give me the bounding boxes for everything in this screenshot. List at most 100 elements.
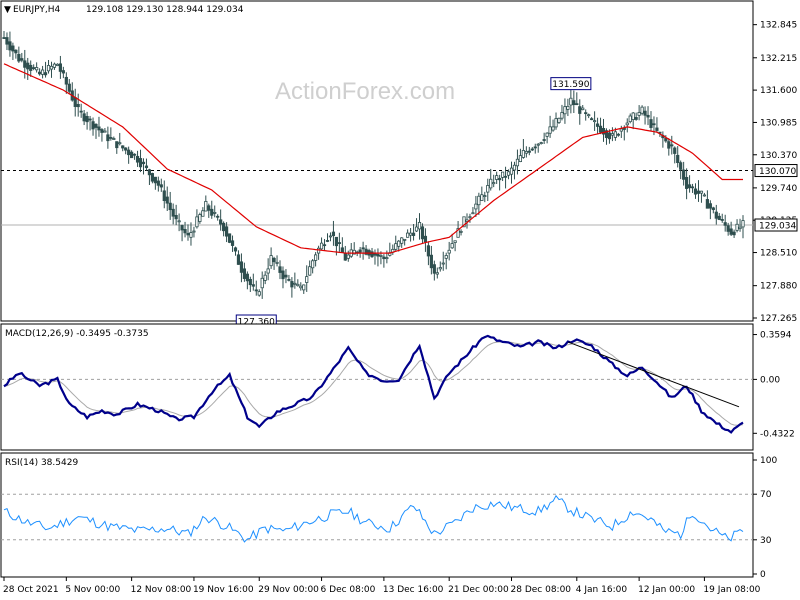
- candle: [524, 146, 528, 158]
- candle: [518, 148, 523, 163]
- candle: [5, 32, 9, 51]
- price-tick-label: 127.265: [760, 314, 797, 324]
- candle: [527, 146, 531, 156]
- candle: [284, 269, 288, 284]
- candle: [515, 149, 520, 175]
- candle: [732, 229, 736, 238]
- candle: [512, 161, 517, 180]
- candle: [76, 93, 80, 117]
- candle: [17, 46, 21, 63]
- time-tick-label: 6 Dec 08:00: [321, 585, 376, 595]
- price-annotation: 131.590: [550, 77, 592, 91]
- price-tick-label: 130.985: [760, 118, 797, 128]
- price-tick-label: 132.845: [760, 21, 797, 31]
- candle: [501, 171, 505, 182]
- candle: [43, 61, 48, 78]
- time-tick-label: 19 Jan 08:00: [703, 585, 760, 595]
- candle: [575, 92, 579, 106]
- candle: [521, 139, 525, 159]
- current-price-tag-text: 129.034: [759, 222, 796, 232]
- candle: [46, 60, 51, 74]
- macd-label: MACD(12,26,9) -0.3495 -0.3735: [5, 329, 149, 339]
- candle: [604, 128, 609, 145]
- candle: [640, 105, 644, 116]
- candle: [263, 271, 267, 285]
- candle: [595, 117, 600, 135]
- rsi-tick-label: 70: [760, 490, 772, 500]
- candle: [655, 117, 659, 133]
- candle: [296, 279, 300, 287]
- macd-axis: 0.3594 0.00 -0.4322: [753, 331, 795, 439]
- candle: [447, 241, 451, 261]
- candle: [735, 219, 739, 233]
- candle: [230, 235, 235, 252]
- candle: [239, 253, 244, 283]
- candle: [305, 265, 309, 292]
- level-price-tag: 130.070: [754, 164, 798, 178]
- candle: [394, 235, 398, 252]
- price-tick-label: 129.740: [760, 184, 797, 194]
- candle: [183, 221, 187, 238]
- chart-ohlc: 129.108 129.130 128.944 129.034: [86, 5, 244, 15]
- candle: [417, 213, 422, 240]
- candle: [465, 213, 469, 229]
- time-tick-label: 12 Nov 08:00: [131, 585, 192, 595]
- candle: [450, 233, 454, 249]
- price-tick-label: 131.600: [760, 86, 797, 96]
- candle: [685, 168, 689, 200]
- candle: [533, 143, 537, 154]
- candle: [55, 63, 60, 67]
- candle: [293, 272, 297, 289]
- candle: [664, 135, 668, 143]
- candle: [554, 112, 558, 130]
- candle: [551, 119, 555, 132]
- candle: [741, 215, 745, 239]
- candle: [109, 127, 113, 141]
- candle: [536, 142, 540, 153]
- candle: [693, 183, 698, 199]
- candle: [64, 72, 68, 94]
- rsi-panel: RSI(14) 38.5429: [0, 452, 754, 578]
- candle: [132, 153, 137, 160]
- candle: [40, 65, 45, 79]
- candle: [79, 103, 83, 118]
- macd-tick-label: 0.00: [760, 375, 780, 385]
- current-price-tag: 129.034: [754, 218, 798, 232]
- candle: [159, 178, 163, 192]
- candle: [569, 87, 573, 114]
- candle: [216, 214, 220, 221]
- candle: [124, 147, 128, 155]
- candle: [400, 237, 404, 248]
- candle: [281, 266, 285, 289]
- macd-trendline: [567, 341, 740, 408]
- candle: [397, 239, 401, 252]
- candle: [503, 166, 508, 189]
- candle: [311, 258, 315, 274]
- candle: [673, 146, 677, 164]
- candle: [702, 192, 707, 197]
- macd-line: [3, 334, 744, 434]
- candle: [687, 175, 692, 193]
- candle: [322, 239, 327, 251]
- candle: [337, 232, 341, 252]
- level-price-tag-text: 130.070: [759, 167, 796, 177]
- rsi-panel-frame: [0, 452, 754, 578]
- candle: [35, 62, 39, 73]
- candle: [213, 205, 217, 218]
- candle: [477, 192, 481, 215]
- candle: [32, 64, 36, 71]
- candle: [325, 233, 330, 243]
- candle: [67, 79, 71, 95]
- candle: [696, 180, 701, 202]
- candle: [58, 55, 62, 79]
- time-axis: 28 Oct 2021 5 Nov 00:00 12 Nov 08:00 19 Nov…: [3, 577, 761, 595]
- candle: [299, 282, 303, 291]
- candle: [207, 203, 211, 218]
- candle: [135, 150, 140, 167]
- candle: [23, 49, 27, 79]
- candle: [20, 52, 24, 63]
- candle: [717, 213, 721, 221]
- candle: [61, 66, 65, 79]
- candle: [204, 195, 208, 212]
- candle: [587, 113, 591, 119]
